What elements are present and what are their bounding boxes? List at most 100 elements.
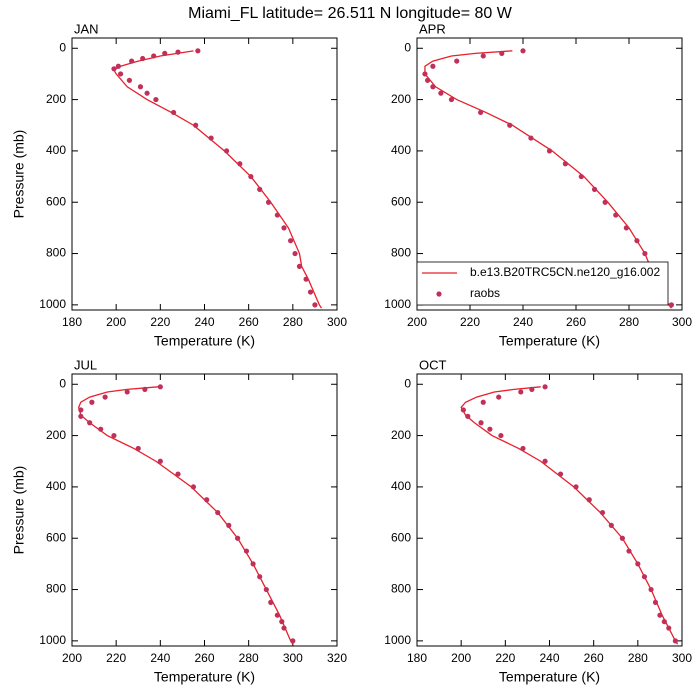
raob-point [78,413,84,419]
raob-point [248,173,254,180]
raob-point [142,386,148,392]
raob-point [478,420,484,426]
y-tick-label: 800 [391,582,411,596]
y-tick-label: 600 [391,194,411,208]
x-tick-label: 280 [239,651,259,665]
y-tick-label: 400 [391,143,411,157]
x-tick-label: 200 [407,315,427,329]
x-tick-label: 200 [451,651,471,665]
raob-point [235,535,241,541]
x-tick-label: 180 [407,651,427,665]
panel-title: JUL [74,357,97,372]
raob-point [265,199,272,205]
raob-point [257,574,263,580]
raob-point [292,250,298,257]
raob-point [111,432,117,439]
y-tick-label: 0 [59,376,66,390]
raob-point [657,612,663,618]
panel-title: OCT [419,357,447,372]
raob-point [520,48,526,54]
y-axis-label: Pressure (mb) [11,130,27,219]
raob-point [151,53,157,59]
raob-point [204,497,210,503]
y-tick-label: 1000 [384,297,411,311]
x-tick-label: 280 [283,315,303,329]
legend-label: b.e13.B20TRC5CN.ne120_g16.002 [470,265,660,279]
raob-point [672,638,678,644]
raob-point [215,509,221,516]
panel: OCT Temperature (K) 180 200 220 240 260 280 300 0… [384,357,692,684]
raob-point [175,471,181,477]
y-tick-label: 200 [46,92,66,106]
y-tick-label: 200 [391,92,411,106]
panel: JUL Temperature (K) Pressure (mb) 200 220 240… [11,357,348,684]
raob-point [652,599,659,605]
y-tick-label: 800 [46,582,66,596]
raob-point [281,225,287,231]
raob-point [613,212,619,218]
raob-point [430,84,436,90]
model-line [460,386,679,645]
y-tick-label: 800 [46,246,66,260]
panel-title: JAN [74,21,99,36]
raob-point [157,384,163,390]
raob-point [296,263,303,269]
x-tick-label: 240 [150,651,170,665]
raob-point [190,484,197,490]
raob-point [460,407,466,413]
raob-point [144,90,150,96]
x-tick-label: 240 [194,315,214,329]
raob-point [170,109,177,116]
y-tick-label: 1000 [39,297,66,311]
raob-point [115,63,121,69]
raob-point [528,135,534,141]
y-axis-label: Pressure (mb) [11,466,27,555]
y-tick-label: 600 [391,530,411,544]
x-tick-label: 300 [327,315,347,329]
x-tick-label: 260 [584,651,604,665]
raob-point [117,71,124,77]
raob-point [635,561,641,567]
x-tick-label: 300 [672,651,692,665]
plot-frame [71,373,338,647]
raob-point [586,497,592,503]
figure-title: Miami_FL latitude= 26.511 N longitude= 8… [188,5,513,22]
raob-point [274,212,280,218]
raob-point [573,484,579,490]
raob-point [487,426,493,432]
x-tick-label: 240 [513,315,533,329]
raob-point [223,148,230,154]
x-tick-label: 180 [62,315,82,329]
raob-point [542,384,548,390]
raob-point [425,77,431,83]
raob-point [623,225,629,231]
y-tick-label: 200 [46,428,66,442]
x-tick-label: 320 [327,651,347,665]
raob-point [98,426,104,432]
x-tick-label: 300 [283,651,303,665]
raob-point [648,586,654,593]
raob-point [465,413,471,419]
raob-point [303,276,309,282]
raob-point [263,586,269,593]
x-tick-label: 280 [619,315,639,329]
x-axis-label: Temperature (K) [154,333,255,349]
raob-point [480,53,486,59]
y-tick-label: 1000 [384,633,411,647]
raob-point [274,612,280,618]
y-tick-label: 1000 [39,633,66,647]
raob-point [422,71,428,77]
raob-point [279,619,285,625]
raob-point [430,63,436,69]
raob-point [226,522,232,528]
raob-point [642,250,648,257]
x-axis-label: Temperature (K) [499,669,600,685]
raob-point [87,420,93,426]
raob-point [546,148,553,154]
raob-point [307,289,314,295]
x-tick-label: 220 [460,315,480,329]
x-axis-label: Temperature (K) [499,333,600,349]
raob-point [124,389,130,395]
model-line [113,50,323,309]
